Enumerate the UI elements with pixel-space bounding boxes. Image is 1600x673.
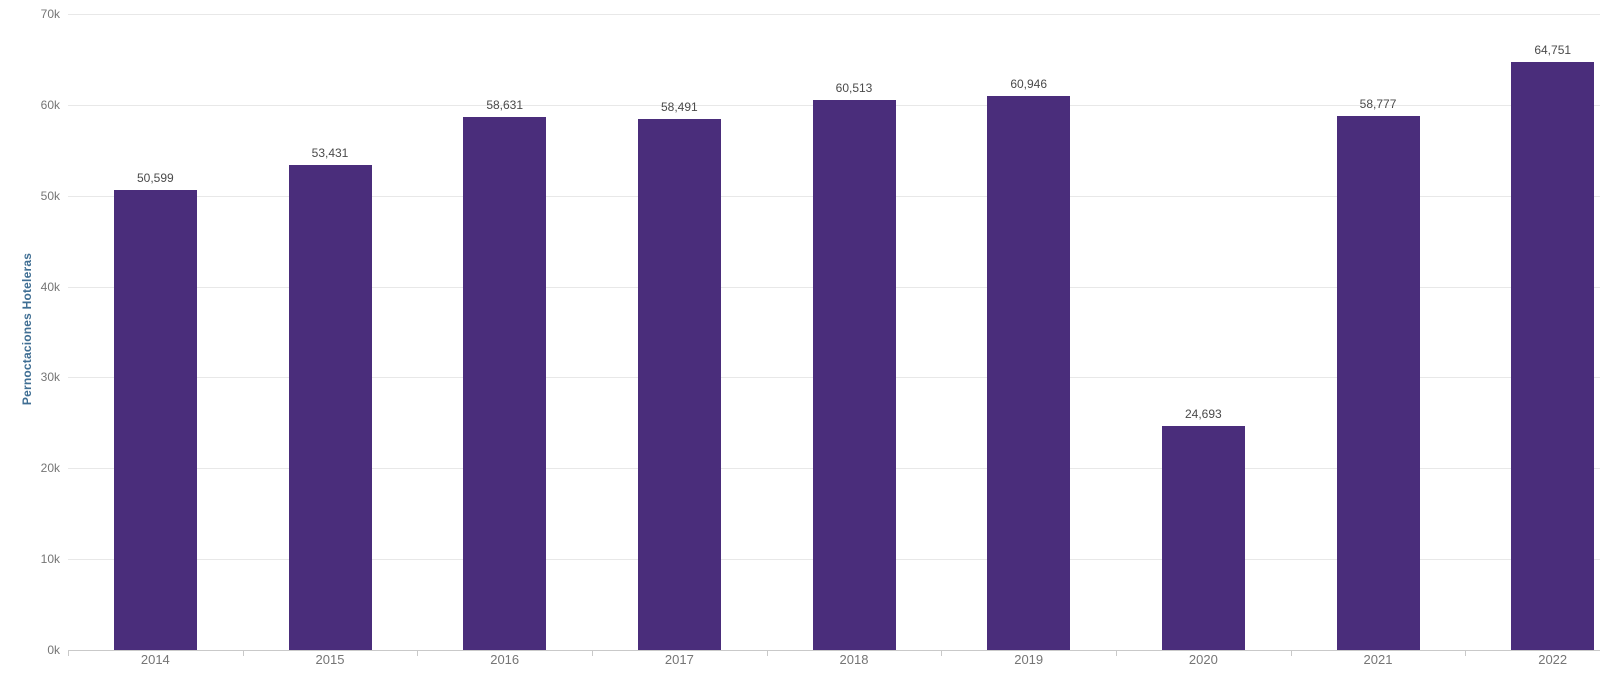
y-axis-title: Pernoctaciones Hoteleras [20,252,34,406]
y-tick-label-10k: 10k [40,552,60,567]
x-axis-tick [242,651,244,656]
bar-2018[interactable] [812,100,896,650]
x-tick-label-2019: 2019 [1014,652,1044,667]
bar-2019[interactable] [987,96,1071,650]
y-tick-label-30k: 30k [40,370,60,385]
x-axis-tick [417,651,419,656]
x-tick-label-2021: 2021 [1363,652,1393,667]
bar-value-label-2018: 60,513 [835,81,873,96]
bar-value-label-2019: 60,946 [1010,77,1048,92]
x-tick-label-2018: 2018 [839,652,869,667]
x-axis-tick [1290,651,1292,656]
x-axis-tick [68,651,69,656]
x-tick-label-2017: 2017 [664,652,694,667]
x-axis-tick [766,651,768,656]
bar-2021[interactable] [1336,115,1420,650]
bar-value-label-2015: 53,431 [311,145,349,160]
x-axis-line [68,650,1600,651]
y-tick-label-70k: 70k [40,7,60,21]
gridline-70k [68,14,1600,15]
bar-value-label-2014: 50,599 [136,171,174,186]
x-axis-tick [1465,651,1467,656]
bar-value-label-2020: 24,693 [1184,406,1222,421]
bar-2020[interactable] [1161,425,1245,650]
y-tick-label-20k: 20k [40,461,60,476]
y-tick-label-40k: 40k [40,279,60,294]
bar-2016[interactable] [463,117,547,650]
bar-2017[interactable] [637,118,721,650]
bar-value-label-2022: 64,751 [1534,42,1572,57]
x-axis-tick [941,651,943,656]
x-axis-tick [592,651,593,656]
bar-value-label-2017: 58,491 [660,99,698,114]
x-axis-tick [1116,651,1118,656]
bar-2015[interactable] [288,164,372,650]
x-tick-label-2022: 2022 [1538,652,1568,667]
x-tick-label-2016: 2016 [490,652,520,667]
x-tick-label-2020: 2020 [1188,652,1218,667]
y-tick-label-0k: 0k [47,643,60,657]
y-tick-label-60k: 60k [40,97,60,112]
bar-2022[interactable] [1511,61,1595,650]
bar-value-label-2016: 58,631 [486,98,524,113]
bar-2014[interactable] [113,190,197,650]
x-tick-label-2014: 2014 [140,652,170,667]
y-tick-label-50k: 50k [40,188,60,203]
bar-value-label-2021: 58,777 [1359,96,1397,111]
x-tick-label-2015: 2015 [315,652,345,667]
